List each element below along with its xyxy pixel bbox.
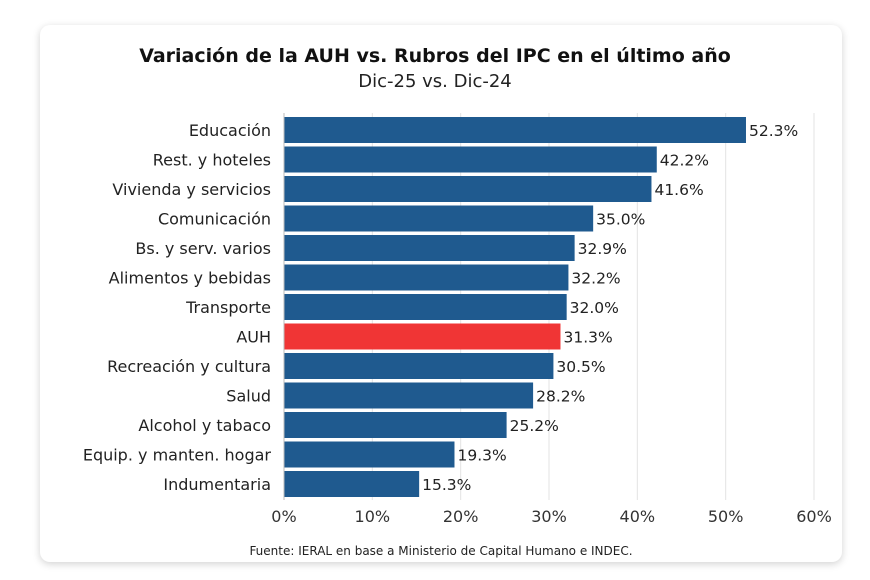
bar-2 — [284, 176, 652, 202]
data-label: 30.5% — [556, 358, 605, 376]
data-label: 41.6% — [654, 181, 703, 199]
bar-8 — [284, 353, 554, 379]
category-label: Vivienda y servicios — [112, 180, 271, 199]
bar-5 — [284, 264, 569, 291]
category-label: Alcohol y tabaco — [138, 416, 271, 435]
bar-0 — [284, 117, 746, 143]
category-label: Educación — [189, 121, 271, 140]
x-tick-label: 30% — [531, 507, 567, 526]
chart-card — [40, 25, 842, 562]
chart-subtitle: Dic-25 vs. Dic-24 — [358, 71, 512, 92]
data-label: 32.9% — [578, 240, 627, 258]
bar-9 — [284, 382, 534, 409]
category-label: Comunicación — [158, 210, 271, 229]
x-tick-label: 20% — [443, 507, 479, 526]
data-label: 19.3% — [457, 447, 506, 465]
chart-title: Variación de la AUH vs. Rubros del IPC e… — [139, 45, 731, 67]
x-tick-label: 0% — [271, 507, 296, 526]
category-label: Equip. y manten. hogar — [83, 446, 272, 465]
x-tick-label: 50% — [708, 507, 744, 526]
data-label: 32.2% — [571, 270, 620, 288]
bar-4 — [284, 235, 575, 261]
bar-7 — [284, 323, 561, 350]
bar-12 — [284, 471, 420, 497]
data-label: 31.3% — [563, 329, 612, 347]
bar-10 — [284, 412, 507, 438]
bar-1 — [284, 146, 657, 173]
category-label: Salud — [226, 387, 271, 406]
data-label: 32.0% — [570, 299, 619, 317]
category-label: Transporte — [185, 298, 271, 317]
data-label: 35.0% — [596, 211, 645, 229]
data-label: 25.2% — [510, 417, 559, 435]
bar-6 — [284, 294, 567, 320]
category-label: AUH — [236, 328, 271, 347]
category-label: Indumentaria — [163, 475, 271, 494]
data-label: 42.2% — [660, 152, 709, 170]
x-tick-label: 60% — [796, 507, 832, 526]
category-label: Recreación y cultura — [107, 357, 271, 376]
x-tick-label: 40% — [620, 507, 656, 526]
bar-11 — [284, 441, 455, 468]
category-label: Rest. y hoteles — [153, 151, 271, 170]
data-label: 52.3% — [749, 122, 798, 140]
data-label: 15.3% — [422, 476, 471, 494]
data-label: 28.2% — [536, 388, 585, 406]
source-note: Fuente: IERAL en base a Ministerio de Ca… — [249, 544, 633, 558]
x-tick-label: 10% — [355, 507, 391, 526]
bar-3 — [284, 205, 594, 232]
category-label: Alimentos y bebidas — [109, 269, 271, 288]
category-label: Bs. y serv. varios — [135, 239, 271, 258]
